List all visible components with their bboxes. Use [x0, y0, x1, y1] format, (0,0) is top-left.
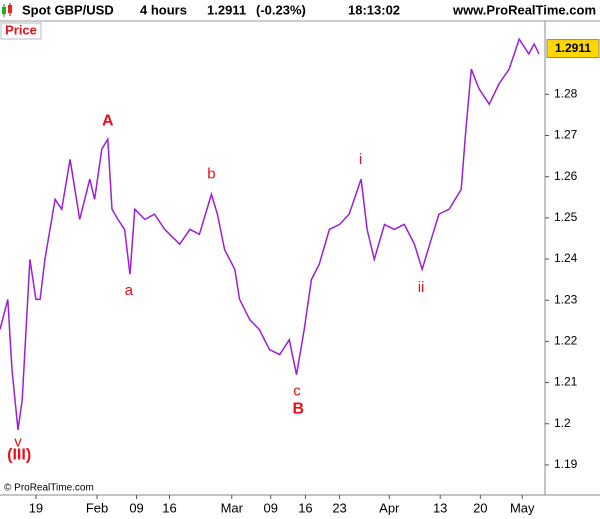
chart-title: Spot GBP/USD: [22, 2, 114, 17]
y-tick-label: 1.2: [554, 416, 571, 430]
x-tick-label: 09: [263, 500, 277, 515]
x-tick-label: 20: [473, 500, 487, 515]
timeframe: 4 hours: [140, 2, 187, 17]
y-tick-label: 1.21: [554, 375, 578, 389]
wave-label: c: [293, 383, 301, 400]
wave-label: v: [14, 433, 22, 450]
last-value-box: [546, 39, 600, 59]
x-tick-label: 16: [162, 500, 176, 515]
y-tick-label: 1.24: [554, 251, 578, 265]
candle-icon: [2, 3, 12, 17]
y-tick-label: 1.26: [554, 169, 578, 183]
wave-label: ii: [418, 279, 425, 296]
y-tick-label: 1.28: [554, 86, 578, 100]
x-tick-label: 16: [298, 500, 312, 515]
panel-label: Price: [5, 22, 37, 37]
y-tick-label: 1.25: [554, 210, 578, 224]
last-value: 1.2911: [555, 41, 591, 55]
wave-label: B: [292, 401, 304, 418]
x-tick-label: 13: [433, 500, 447, 515]
x-tick-label: Mar: [221, 500, 244, 515]
y-tick-label: 1.23: [554, 292, 578, 306]
copyright: © ProRealTime.com: [4, 483, 94, 494]
x-tick-label: 09: [129, 500, 143, 515]
wave-label: b: [207, 166, 215, 183]
y-tick-label: 1.27: [554, 128, 578, 142]
site: www.ProRealTime.com: [452, 2, 596, 17]
time: 18:13:02: [348, 2, 400, 17]
x-tick-label: May: [510, 500, 535, 515]
y-tick-label: 1.19: [554, 457, 578, 471]
price: 1.2911: [207, 2, 246, 17]
wave-label: a: [125, 282, 134, 299]
price-line: [0, 37, 540, 431]
change: (-0.23%): [256, 2, 306, 17]
panel-label-box: [0, 22, 42, 40]
wave-label: A: [102, 112, 114, 129]
x-tick-label: 23: [332, 500, 346, 515]
header-bar: [0, 0, 600, 21]
wave-label: i: [359, 151, 362, 168]
y-tick-label: 1.22: [554, 334, 578, 348]
wave-label: (III): [7, 447, 31, 464]
x-tick-label: Feb: [86, 500, 108, 515]
x-tick-label: 19: [29, 500, 43, 515]
x-tick-label: Apr: [379, 500, 400, 515]
